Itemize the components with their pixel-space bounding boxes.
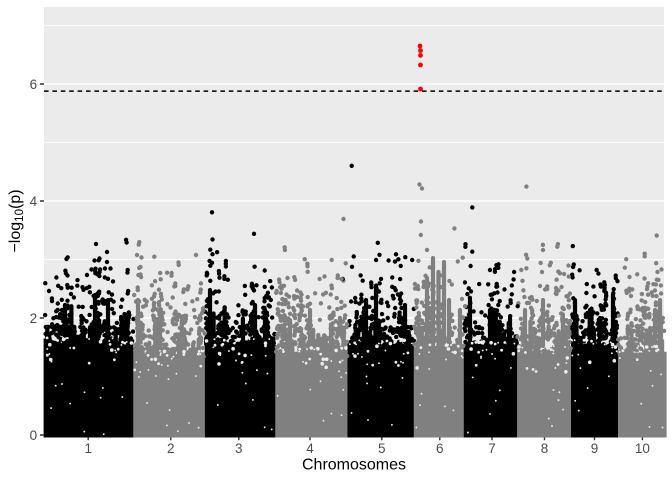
svg-text:2: 2 — [167, 441, 175, 456]
svg-text:1: 1 — [84, 441, 92, 456]
svg-text:5: 5 — [378, 441, 386, 456]
svg-text:−log10(p): −log10(p) — [7, 189, 26, 252]
svg-text:Chromosomes: Chromosomes — [302, 457, 406, 474]
svg-text:0: 0 — [30, 428, 38, 443]
svg-text:10: 10 — [635, 441, 650, 456]
svg-text:9: 9 — [591, 441, 599, 456]
svg-text:7: 7 — [488, 441, 496, 456]
svg-text:2: 2 — [30, 311, 38, 326]
svg-text:6: 6 — [436, 441, 444, 456]
svg-text:4: 4 — [30, 194, 38, 209]
svg-text:6: 6 — [30, 77, 38, 92]
svg-text:3: 3 — [235, 441, 243, 456]
svg-text:4: 4 — [306, 441, 314, 456]
svg-text:8: 8 — [541, 441, 549, 456]
